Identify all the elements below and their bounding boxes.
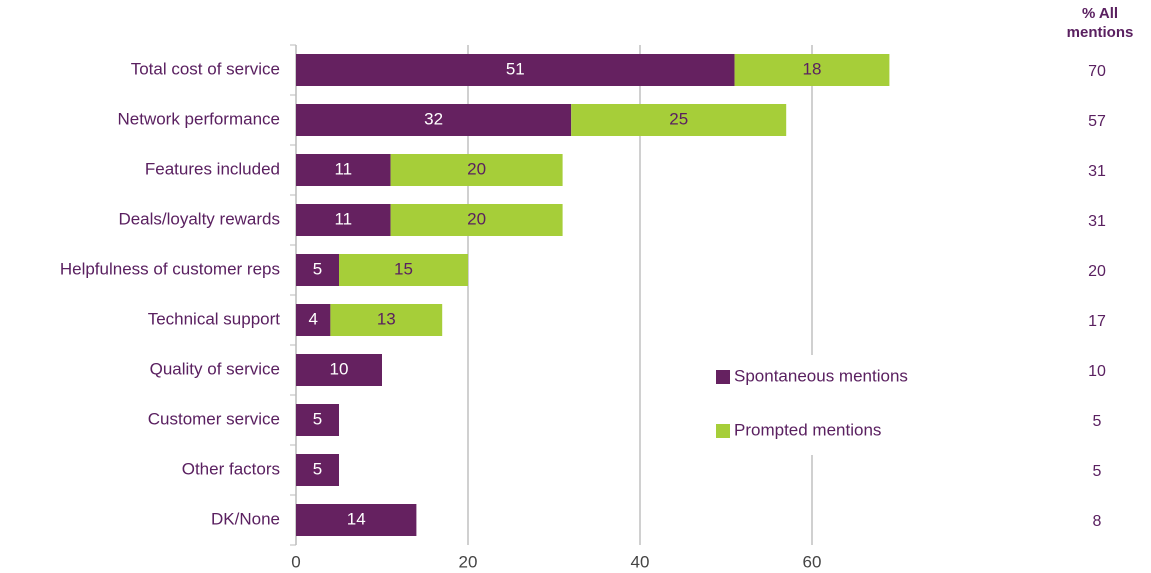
legend-label: Prompted mentions — [734, 420, 881, 439]
bar-segment — [296, 104, 572, 136]
y-tick-label: Deals/loyalty rewards — [118, 209, 280, 228]
value-label: 4 — [308, 309, 317, 328]
y-tick-label: Customer service — [148, 409, 280, 428]
all-mentions-header: % All mentions — [1066, 5, 1134, 41]
bar-segment — [571, 104, 787, 136]
x-tick-label: 60 — [803, 552, 822, 571]
value-label: 25 — [669, 109, 688, 128]
x-tick-label: 40 — [631, 552, 650, 571]
value-label: 14 — [347, 509, 366, 528]
bar-segment — [296, 404, 339, 436]
bar-segment — [339, 254, 468, 286]
value-label: 5 — [313, 259, 322, 278]
bar-segment — [296, 154, 391, 186]
all-mentions-value: 31 — [1088, 163, 1106, 180]
bar-segment — [330, 304, 443, 336]
bar-segment — [296, 204, 391, 236]
y-tick-label: Other factors — [182, 459, 280, 478]
all-mentions-value: 57 — [1088, 113, 1106, 130]
all-mentions-value: 31 — [1088, 213, 1106, 230]
value-label: 15 — [394, 259, 413, 278]
y-tick-label: Helpfulness of customer reps — [60, 259, 280, 278]
all-mentions-value: 5 — [1093, 463, 1102, 480]
bar-segment — [296, 504, 417, 536]
value-label: 11 — [334, 209, 352, 228]
bar-segment — [390, 154, 563, 186]
y-tick-label: Total cost of service — [131, 59, 280, 78]
value-label: 5 — [313, 409, 322, 428]
x-tick-label: 20 — [459, 552, 478, 571]
all-mentions-value: 17 — [1088, 313, 1106, 330]
value-label: 51 — [506, 59, 525, 78]
y-tick-label: Quality of service — [150, 359, 280, 378]
legend-swatch — [716, 370, 730, 384]
value-label: 11 — [334, 159, 352, 178]
value-label: 20 — [467, 159, 486, 178]
bar-segment — [296, 454, 339, 486]
x-tick-label: 0 — [291, 552, 300, 571]
legend-swatch — [716, 424, 730, 438]
y-tick-label: Technical support — [148, 309, 281, 328]
value-label: 18 — [803, 59, 822, 78]
bar-segment — [734, 54, 890, 86]
all-mentions-value: 5 — [1093, 413, 1102, 430]
y-tick-label: Features included — [145, 159, 280, 178]
value-label: 32 — [424, 109, 443, 128]
all-mentions-value: 8 — [1093, 513, 1102, 530]
y-tick-label: DK/None — [211, 509, 280, 528]
bar-segment — [296, 54, 735, 86]
value-label: 20 — [467, 209, 486, 228]
all-mentions-value: 10 — [1088, 363, 1106, 380]
y-tick-label: Network performance — [117, 109, 280, 128]
value-label: 10 — [330, 359, 349, 378]
value-label: 5 — [313, 459, 322, 478]
bar-segment — [296, 354, 382, 386]
value-label: 13 — [377, 309, 396, 328]
all-mentions-value: 70 — [1088, 63, 1106, 80]
legend-label: Spontaneous mentions — [734, 366, 908, 385]
bar-segment — [390, 204, 563, 236]
bar-segment — [296, 304, 331, 336]
legend-box — [700, 355, 950, 455]
all-mentions-value: 20 — [1088, 263, 1106, 280]
bar-segment — [296, 254, 339, 286]
